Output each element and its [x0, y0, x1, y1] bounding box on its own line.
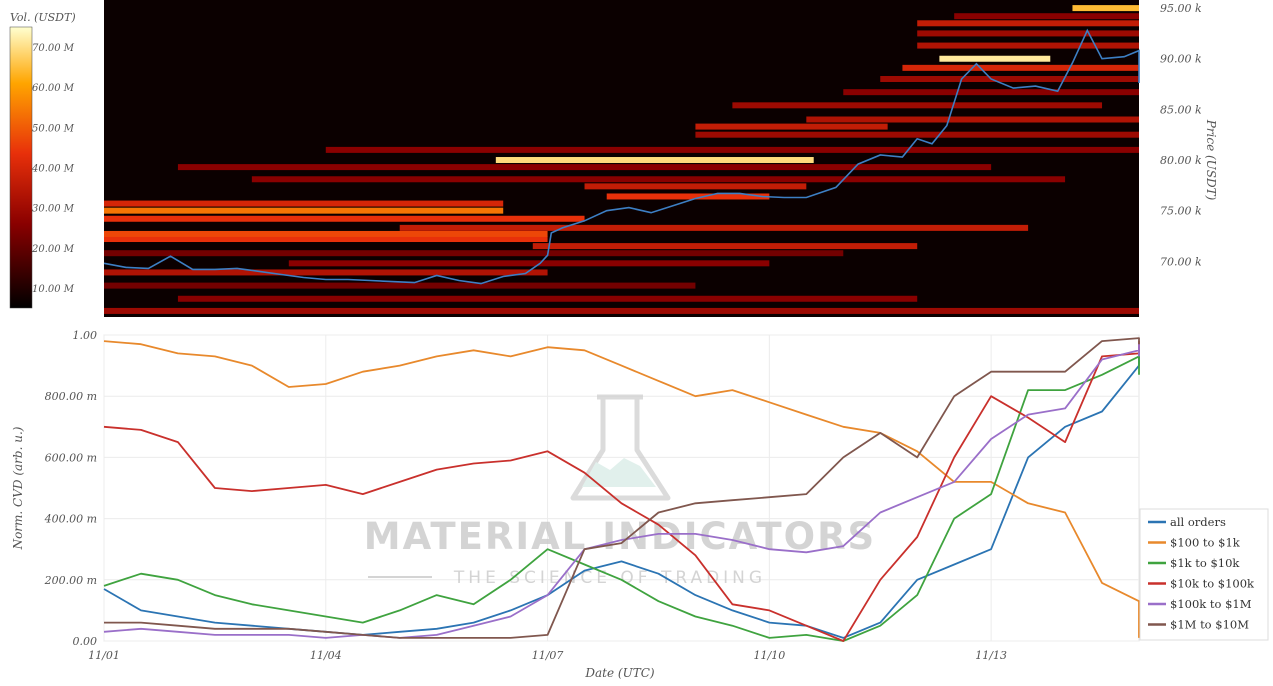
heatmap-band: [104, 215, 585, 222]
cvd-series-lines: [103, 337, 1140, 642]
heatmap-band: [495, 157, 814, 164]
heatmap-band: [177, 295, 918, 302]
heatmap-band: [917, 30, 1139, 37]
legend: all orders $100 to $1k $1k to $10k $10k to …: [1139, 508, 1269, 641]
cvd-series-line: [103, 341, 1140, 642]
heatmap-band: [695, 131, 1139, 138]
x-axis-label: Date (UTC): [584, 666, 654, 680]
price-line: [103, 28, 1140, 285]
legend-items: all orders $100 to $1k $1k to $10k $10k to …: [1148, 515, 1255, 632]
heatmap-band: [177, 164, 992, 171]
price-axis-ticks: 70.00 k 75.00 k 80.00 k 85.00 k 90.00 k 95.00…: [1160, 2, 1202, 268]
heatmap-band: [902, 64, 1139, 71]
heatmap-band: [939, 55, 1051, 62]
price-tick-label: 70.00 k: [1160, 255, 1202, 268]
colorbar-title: Vol. (USDT): [10, 11, 76, 24]
heatmap-band: [104, 282, 696, 289]
y-tick-label: 400.00 m: [44, 513, 97, 526]
heatmap-band: [104, 236, 548, 243]
colorbar-ticks: 10.00 M 20.00 M 30.00 M 40.00 M 50.00 M 60.00…: [31, 43, 75, 295]
legend-label: $100 to $1k: [1170, 536, 1241, 550]
colorbar-tick-label: 70.00 M: [32, 43, 75, 54]
x-tick-label: 11/04: [310, 649, 342, 662]
colorbar-tick-label: 50.00 M: [32, 123, 75, 134]
price-axis-label: Price (USDT): [1204, 119, 1218, 201]
colorbar-tick-label: 20.00 M: [31, 244, 75, 255]
flask-icon: [570, 394, 671, 501]
colorbar-tick-label: 40.00 M: [31, 164, 75, 175]
legend-box: [1139, 508, 1269, 641]
heatmap-band: [917, 20, 1139, 27]
heatmap-band: [104, 200, 504, 207]
legend-label: $1M to $10M: [1170, 618, 1249, 632]
price-tick-label: 85.00 k: [1160, 103, 1202, 116]
colorbar: [9, 26, 33, 309]
y-axis-label: Norm. CVD (arb. u.): [11, 426, 25, 550]
y-axis-ticks: 0.00 200.00 m 400.00 m 600.00 m 800.00 m 1.00: [44, 329, 97, 648]
colorbar-tick-label: 30.00 M: [32, 204, 75, 215]
cvd-series-line: [104, 337, 1140, 639]
heatmap-band: [806, 116, 1139, 123]
heatmap-band: [917, 42, 1139, 49]
heatmap-band: [104, 307, 1139, 314]
heatmap-band: [843, 89, 1139, 96]
heatmap-band: [399, 224, 1029, 231]
y-tick-label: 800.00 m: [45, 390, 97, 403]
legend-label: $100k to $1M: [1170, 597, 1252, 611]
heatmap-bands: [104, 5, 1139, 314]
heatmap-band: [104, 269, 548, 276]
price-tick-label: 75.00 k: [1160, 205, 1202, 218]
legend-label: $1k to $10k: [1170, 556, 1240, 570]
cvd-series-line: [103, 343, 1140, 639]
y-tick-label: 600.00 m: [45, 451, 97, 464]
heatmap-band: [325, 146, 1139, 153]
x-axis-ticks: 11/01 11/04 11/07 11/10 11/13: [88, 649, 1007, 662]
heatmap-band: [954, 13, 1139, 20]
legend-label: all orders: [1170, 515, 1226, 529]
heatmap-band: [732, 102, 1103, 109]
cvd-plot-area: [103, 334, 1140, 642]
heatmap-band: [584, 183, 807, 190]
x-tick-label: 11/07: [532, 649, 564, 662]
price-tick-label: 80.00 k: [1160, 154, 1202, 167]
x-tick-label: 11/10: [754, 649, 786, 662]
heatmap-band: [695, 123, 888, 130]
flask-liquid: [582, 458, 656, 487]
heatmap-band: [288, 260, 770, 267]
heatmap-band: [104, 207, 504, 214]
heatmap-band: [606, 193, 770, 200]
heatmap-band: [251, 176, 1066, 183]
y-tick-label: 1.00: [73, 329, 98, 342]
cvd-series-line: [103, 340, 1140, 638]
price-tick-label: 95.00 k: [1160, 2, 1202, 15]
colorbar-tick-label: 10.00 M: [32, 284, 75, 295]
heatmap-band: [880, 75, 1139, 82]
heatmap-band: [532, 243, 918, 250]
colorbar-tick-label: 60.00 M: [32, 83, 75, 94]
heatmap-band: [1072, 5, 1139, 12]
y-tick-label: 0.00: [73, 635, 98, 648]
price-tick-label: 90.00 k: [1160, 53, 1202, 66]
heatmap-band: [104, 250, 844, 257]
cvd-series-line: [103, 355, 1140, 642]
watermark-tagline: THE SCIENCE OF TRADING: [453, 568, 766, 588]
x-tick-label: 11/01: [88, 649, 120, 662]
legend-label: $10k to $100k: [1170, 577, 1255, 591]
heatmap-band: [104, 230, 548, 237]
x-tick-label: 11/13: [975, 649, 1007, 662]
y-tick-label: 200.00 m: [44, 574, 97, 587]
